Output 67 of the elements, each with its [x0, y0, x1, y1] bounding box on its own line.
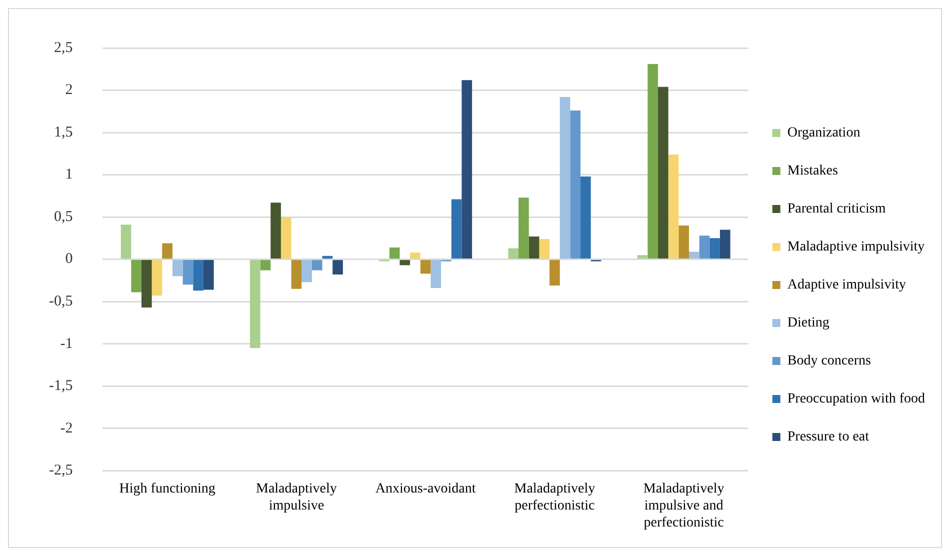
legend-label: Body concerns [787, 354, 871, 369]
y-tick-label: -2 [60, 420, 73, 436]
bar [451, 199, 462, 259]
legend-label: Dieting [787, 316, 830, 331]
x-tick-label: Maladaptively perfectionistic [514, 482, 596, 514]
bar [550, 260, 560, 286]
bar [250, 260, 260, 348]
bar [182, 260, 194, 285]
bar [508, 248, 519, 259]
bar [389, 247, 400, 259]
bar [580, 176, 591, 259]
x-tick-label: High functioning [119, 482, 216, 497]
bar [710, 238, 720, 259]
bar [400, 260, 410, 266]
bar [668, 154, 679, 259]
bar [518, 198, 529, 259]
bar [678, 225, 689, 259]
bar [699, 236, 710, 259]
bar [280, 217, 292, 259]
bar [203, 260, 214, 290]
x-tick-label: Anxious-avoidant [375, 482, 476, 497]
y-tick-label: 2 [65, 82, 73, 98]
bar [410, 252, 420, 259]
bar [462, 80, 472, 259]
legend-label: Mistakes [787, 164, 838, 179]
legend-label: Adaptive impulsivity [787, 278, 906, 293]
bar [302, 260, 312, 282]
y-tick-label: -1 [60, 336, 73, 352]
legend-label: Parental criticism [787, 202, 886, 217]
y-tick-label: 1 [65, 166, 73, 183]
bar [420, 260, 431, 274]
y-tick-label: 0,5 [54, 208, 73, 225]
bar [528, 236, 540, 259]
bar [270, 202, 281, 259]
bar [152, 260, 162, 296]
y-tick-label: 1,5 [54, 124, 73, 140]
bar [570, 110, 581, 259]
legend-label: Pressure to eat [787, 430, 870, 445]
bar [291, 260, 302, 289]
legend-label: Organization [787, 126, 860, 141]
legend-label: Maladaptive impulsivity [787, 240, 925, 255]
bar [648, 64, 658, 259]
bar [720, 230, 730, 259]
y-tick-label: 2,5 [54, 40, 73, 56]
y-tick-label: 0 [65, 251, 73, 268]
bar [260, 260, 271, 270]
bar [120, 224, 132, 259]
bar [141, 260, 152, 308]
bar [560, 97, 570, 259]
bar [658, 86, 668, 259]
legend-label: Preoccupation with food [787, 392, 926, 407]
bar [312, 260, 322, 270]
bar [193, 260, 204, 291]
bar [539, 239, 550, 259]
bar [172, 260, 183, 276]
y-tick-label: -1,5 [48, 378, 73, 394]
x-tick-label: Maladaptively impulsive [256, 482, 337, 514]
y-tick-label: -2,5 [48, 462, 73, 479]
bar [637, 255, 648, 259]
bar [688, 252, 700, 259]
bar [162, 243, 172, 259]
bar [332, 260, 343, 275]
x-tick-label: Maladaptively impulsive and perfectionistic [643, 482, 724, 530]
y-tick-label: -0,5 [48, 293, 73, 310]
bar [430, 260, 442, 288]
bar [131, 260, 142, 292]
bar [322, 256, 333, 259]
